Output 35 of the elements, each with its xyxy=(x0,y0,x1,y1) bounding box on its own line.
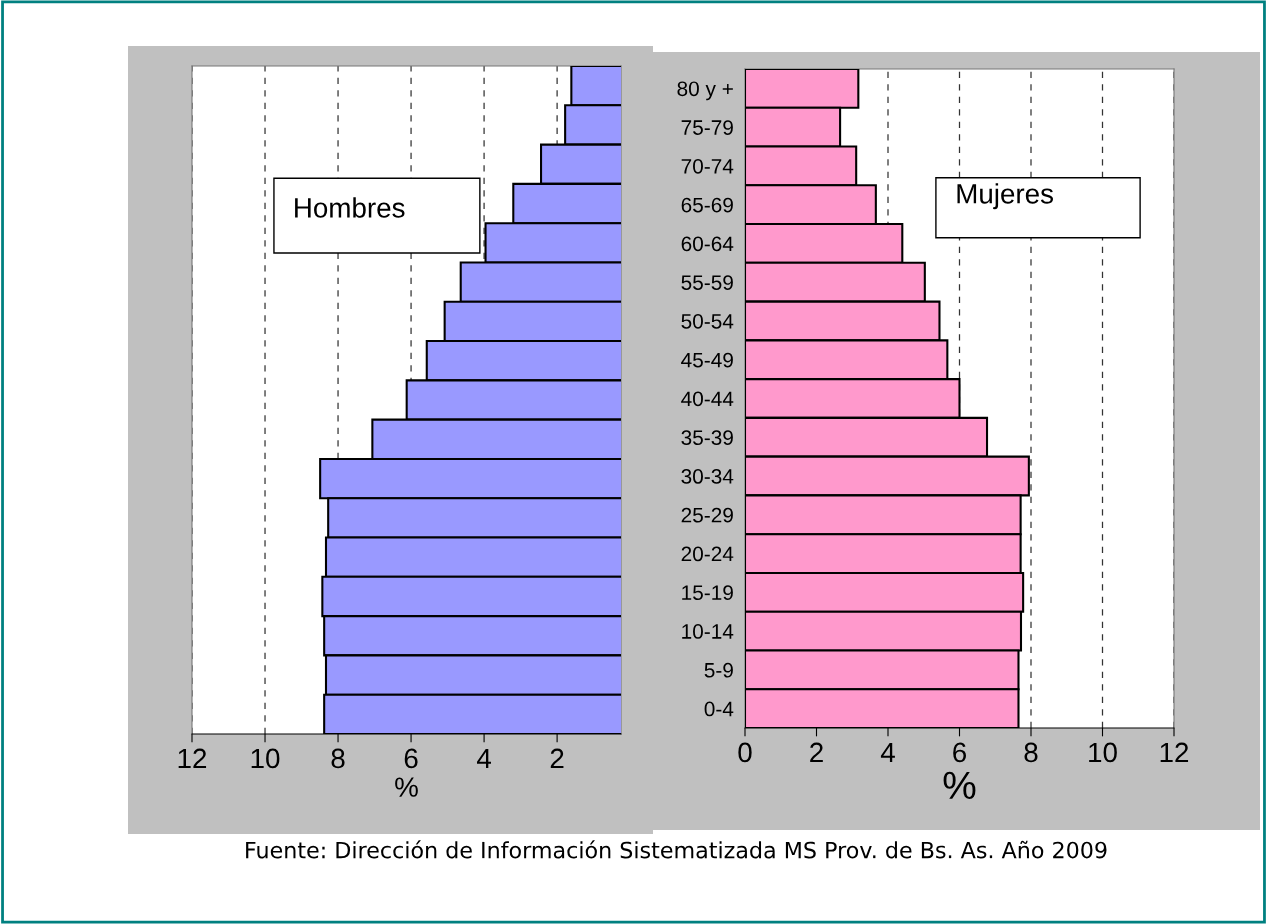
x-tick-label: 6 xyxy=(404,748,418,769)
y-tick-label: 60-64 xyxy=(681,236,734,252)
y-tick-label: 30-34 xyxy=(681,469,734,484)
y-tick-label: 20-24 xyxy=(681,546,734,562)
x-tick-label: 10 xyxy=(1089,742,1117,763)
x-axis-title: % xyxy=(395,777,418,797)
y-tick-label: 40-44 xyxy=(681,391,734,407)
x-tick-label: 2 xyxy=(550,748,564,769)
x-tick-label: 4 xyxy=(880,742,895,763)
y-tick-label: 55-59 xyxy=(681,275,733,290)
x-tick-label: 10 xyxy=(251,748,280,769)
y-tick-label: 10-14 xyxy=(682,624,734,639)
source-note: Fuente: Dirección de Información Sistematizada MS Prov. de Bs. As. Año 2009 xyxy=(246,840,1107,859)
y-tick-label: 5-9 xyxy=(704,662,733,678)
x-tick-label: 8 xyxy=(1024,742,1038,763)
x-tick-label: 8 xyxy=(331,748,345,769)
x-tick-label: 6 xyxy=(953,742,966,763)
x-tick-label: 4 xyxy=(477,748,491,769)
annotation: Mujeres xyxy=(957,183,1053,210)
y-tick-label: 80 y + xyxy=(677,81,733,101)
y-tick-label: 35-39 xyxy=(681,430,733,446)
y-tick-label: 50-54 xyxy=(681,313,734,329)
x-tick-label: 2 xyxy=(810,742,823,763)
y-tick-label: 75-79 xyxy=(681,120,733,135)
y-tick-label: 15-19 xyxy=(682,585,733,601)
y-tick-label: 65-69 xyxy=(681,197,733,213)
x-tick-label: 12 xyxy=(1160,742,1189,763)
y-tick-label: 45-49 xyxy=(681,352,733,368)
x-axis-title: % xyxy=(943,771,976,799)
x-tick-label: 0 xyxy=(738,742,752,763)
annotation: Hombres xyxy=(295,197,405,218)
y-tick-label: 0-4 xyxy=(704,701,734,717)
y-tick-label: 25-29 xyxy=(681,507,733,523)
y-tick-label: 70-74 xyxy=(681,158,734,174)
x-tick-label: 12 xyxy=(178,748,207,769)
